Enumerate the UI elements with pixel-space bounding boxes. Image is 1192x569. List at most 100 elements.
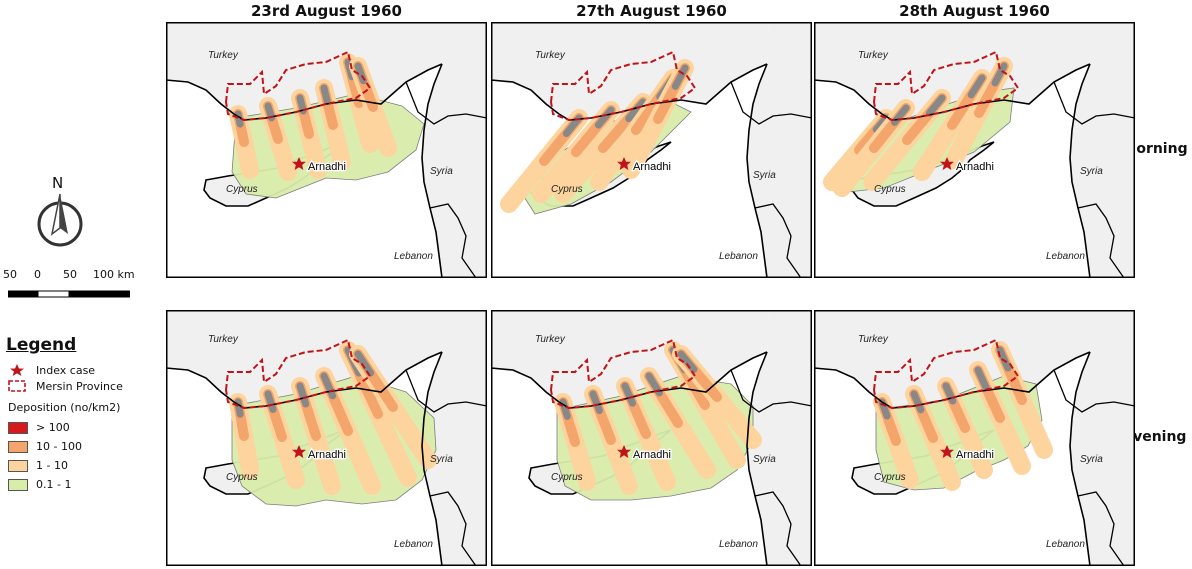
label-turkey: Turkey <box>858 334 889 345</box>
label-lebanon: Lebanon <box>719 251 758 262</box>
map-svg: Turkey Cyprus Syria Lebanon Arnadhi <box>166 22 487 278</box>
plume-core <box>296 94 307 115</box>
label-arnadhi: Arnadhi <box>956 161 994 173</box>
legend-swatch-class-1 <box>8 441 28 453</box>
plume-core <box>594 106 615 129</box>
mersin-province-boundary <box>549 50 697 122</box>
map-svg: Turkey Cyprus Syria Lebanon Arnadhi <box>491 310 812 566</box>
turkey-land <box>491 22 769 120</box>
star-icon <box>10 364 24 376</box>
plume-core <box>264 102 276 122</box>
row-title-morning: Morning <box>1122 141 1188 157</box>
label-arnadhi: Arnadhi <box>308 161 346 173</box>
legend-swatch-class-2 <box>8 460 28 472</box>
column-title-27aug: 27th August 1960 <box>576 2 727 20</box>
label-cyprus: Cyprus <box>551 184 583 195</box>
index-case-star-icon <box>940 445 954 458</box>
label-lebanon: Lebanon <box>394 539 433 550</box>
legend-swatch-class-0 <box>8 422 28 434</box>
plume-core <box>925 94 946 117</box>
mersin-province-boundary <box>872 338 1020 410</box>
index-case-star-icon <box>292 445 306 458</box>
legend-item-index-case: Index case <box>4 363 164 379</box>
map-23aug-evening: Turkey Cyprus Syria Lebanon Arnadhi <box>166 310 487 566</box>
label-cyprus: Cyprus <box>551 472 583 483</box>
map-23aug-morning: Turkey Cyprus Syria Lebanon Arnadhi <box>166 22 487 278</box>
label-lebanon: Lebanon <box>719 539 758 550</box>
label-turkey: Turkey <box>208 50 239 61</box>
mersin-province-boundary <box>872 50 1020 122</box>
plume-core <box>296 382 310 408</box>
country-border <box>405 81 487 125</box>
index-case-star-icon <box>617 445 631 458</box>
north-arrow-icon <box>37 193 83 247</box>
legend-label-class-1: 10 - 100 <box>36 440 82 453</box>
label-turkey: Turkey <box>208 334 239 345</box>
map-frame <box>814 310 1135 566</box>
plume-core <box>671 64 689 90</box>
map-frame <box>814 22 1135 278</box>
country-border <box>1077 203 1125 278</box>
map-frame <box>166 310 487 566</box>
row-title-evening: Evening <box>1123 429 1187 445</box>
dashed-boundary-icon <box>8 380 26 392</box>
scale-tick-50-left: 50 <box>3 268 17 281</box>
label-syria: Syria <box>753 170 776 181</box>
country-border <box>1077 491 1125 566</box>
plume-core <box>996 346 1012 372</box>
plume-core <box>910 390 925 414</box>
country-border <box>730 81 812 125</box>
map-27aug-evening: Turkey Cyprus Syria Lebanon Arnadhi <box>491 310 812 566</box>
syria-coastline <box>421 63 443 278</box>
label-cyprus: Cyprus <box>874 184 906 195</box>
country-border <box>429 491 477 566</box>
turkey-land <box>814 22 1092 120</box>
syria-coastline <box>746 63 768 278</box>
north-label: N <box>52 174 64 192</box>
map-svg: Turkey Cyprus Syria Lebanon Arnadhi <box>491 22 812 278</box>
syria-land <box>422 22 487 278</box>
label-cyprus: Cyprus <box>226 472 258 483</box>
mersin-province-boundary <box>549 338 697 410</box>
plume-core <box>621 382 637 407</box>
legend-item-class-1: 10 - 100 <box>4 439 164 458</box>
syria-land <box>422 310 487 566</box>
country-border <box>429 203 477 278</box>
label-cyprus: Cyprus <box>874 472 906 483</box>
scale-tick-0: 0 <box>34 268 41 281</box>
plume-core <box>872 114 890 134</box>
map-svg: Turkey Cyprus Syria Lebanon Arnadhi <box>814 22 1135 278</box>
legend-label-class-3: 0.1 - 1 <box>36 478 72 491</box>
label-syria: Syria <box>430 454 453 465</box>
syria-land <box>1070 310 1135 566</box>
scale-tick-100: 100 km <box>93 268 135 281</box>
legend-label-class-2: 1 - 10 <box>36 459 68 472</box>
map-28aug-evening: Turkey Cyprus Syria Lebanon Arnadhi <box>814 310 1135 566</box>
plume-core <box>991 62 1008 87</box>
legend-title: Legend <box>6 335 77 355</box>
plume-core <box>589 390 603 415</box>
map-frame <box>491 22 812 278</box>
legend-label-class-0: > 100 <box>36 421 70 434</box>
plume-core <box>677 350 698 373</box>
scale-bar <box>8 290 130 298</box>
label-syria: Syria <box>753 454 776 465</box>
map-frame <box>491 310 812 566</box>
label-arnadhi: Arnadhi <box>633 449 671 461</box>
label-syria: Syria <box>1080 166 1103 177</box>
legend-label-index-case: Index case <box>36 364 96 377</box>
column-title-28aug: 28th August 1960 <box>899 2 1050 20</box>
legend-swatch-class-3 <box>8 479 28 491</box>
label-arnadhi: Arnadhi <box>633 161 671 173</box>
label-lebanon: Lebanon <box>1046 251 1085 262</box>
label-turkey: Turkey <box>535 50 566 61</box>
syria-land <box>747 310 812 566</box>
plume-core <box>320 372 337 400</box>
column-title-23aug: 23rd August 1960 <box>250 2 402 20</box>
syria-coastline <box>421 351 443 566</box>
plume-core <box>320 84 331 105</box>
syria-coastline <box>1069 63 1091 278</box>
map-frame <box>166 22 487 278</box>
map-svg: Turkey Cyprus Syria Lebanon Arnadhi <box>166 310 487 566</box>
country-border <box>1053 369 1135 413</box>
